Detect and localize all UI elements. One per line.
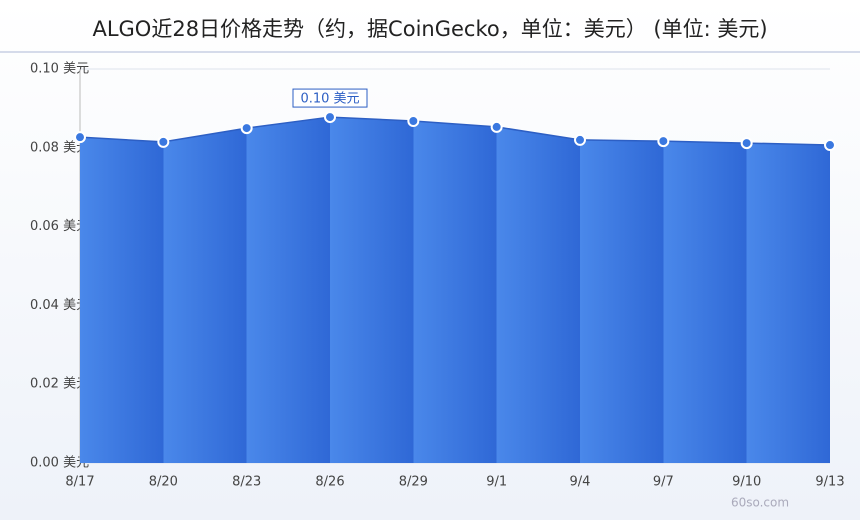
annotation-box xyxy=(292,88,368,108)
watermark: 60so.com xyxy=(731,496,789,510)
x-tick-label: 8/23 xyxy=(232,475,261,490)
point xyxy=(574,133,586,146)
point xyxy=(657,135,670,148)
y-tick-label: 0.10 美元 xyxy=(30,62,89,77)
x-tick-label: 9/1 xyxy=(486,475,507,490)
y-tick-label: 0.00 美元 xyxy=(30,456,89,471)
y-tick-label: 0.04 美元 xyxy=(30,298,89,313)
x-tick-label: 9/7 xyxy=(653,475,674,490)
line xyxy=(79,116,831,146)
annotation: 0.10 美元 xyxy=(300,92,359,107)
x-tick-label: 8/17 xyxy=(65,475,94,490)
y-tick-label: 0.06 美元 xyxy=(30,219,89,234)
x-tick-label: 8/29 xyxy=(399,475,428,490)
x-tick-label: 9/4 xyxy=(570,475,591,490)
point xyxy=(407,115,420,128)
y-tick-label: 0.02 美元 xyxy=(30,377,89,392)
point xyxy=(324,111,336,124)
chart-title: ALGO近28日价格走势（约，据CoinGecko，单位：美元） (单位: 美元… xyxy=(92,17,767,41)
point xyxy=(157,135,170,148)
point xyxy=(740,137,753,150)
x-tick-label: 8/20 xyxy=(149,475,178,490)
x-tick-label: 8/26 xyxy=(315,475,344,490)
y-tick-label: 0.08 美元 xyxy=(30,140,89,155)
x-tick-label: 9/10 xyxy=(732,475,761,490)
point xyxy=(240,122,253,135)
point xyxy=(74,131,86,144)
area xyxy=(80,117,830,464)
point xyxy=(824,139,836,152)
point xyxy=(490,120,503,133)
x-tick-label: 9/13 xyxy=(815,475,844,490)
